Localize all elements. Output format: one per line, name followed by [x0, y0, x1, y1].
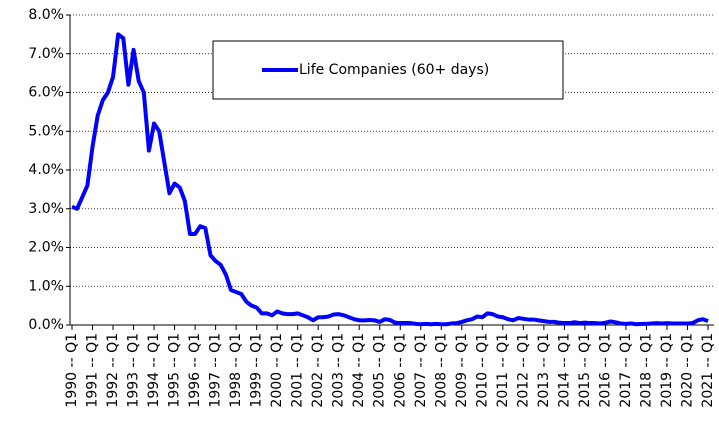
x-tick-label: 2000 -- Q1 [269, 333, 285, 408]
data-line [71, 32, 709, 327]
x-tick-label: 2011 -- Q1 [495, 333, 511, 408]
x-tick-label: 2002 -- Q1 [310, 333, 326, 408]
x-tick-label: 1995 -- Q1 [167, 333, 183, 408]
x-tick-label: 2020 -- Q1 [679, 333, 695, 408]
y-tick-label: 4.0% [28, 162, 64, 178]
x-tick-label: 1991 -- Q1 [85, 333, 101, 408]
x-tick-label: 2017 -- Q1 [618, 333, 634, 408]
x-tick-label: 2019 -- Q1 [659, 333, 675, 408]
y-tick-label: 6.0% [28, 85, 64, 101]
x-tick-label: 2012 -- Q1 [515, 333, 531, 408]
y-tick-label: 7.0% [28, 46, 64, 62]
x-tick-label: 1996 -- Q1 [187, 333, 203, 408]
y-tick-label: 0.0% [28, 317, 64, 333]
x-tick-label: 2001 -- Q1 [290, 333, 306, 408]
x-tick-label: 2014 -- Q1 [556, 333, 572, 408]
x-tick-label: 1998 -- Q1 [228, 333, 244, 408]
legend-label: Life Companies (60+ days) [299, 62, 489, 78]
x-tick-label: 1993 -- Q1 [126, 333, 142, 408]
x-tick-label: 2009 -- Q1 [454, 333, 470, 408]
x-tick-label: 2004 -- Q1 [351, 333, 367, 408]
x-tick-label: 2003 -- Q1 [331, 333, 347, 408]
y-tick-label: 5.0% [28, 123, 64, 139]
x-tick-label: 1999 -- Q1 [249, 333, 265, 408]
y-tick-label: 8.0% [28, 7, 64, 23]
x-tick-label: 2007 -- Q1 [413, 333, 429, 408]
x-tick-label: 2013 -- Q1 [536, 333, 552, 408]
x-tick-label: 2008 -- Q1 [433, 333, 449, 408]
x-tick-label: 2021 -- Q1 [700, 333, 716, 408]
x-tick-label: 1990 -- Q1 [64, 333, 80, 408]
x-tick-label: 2018 -- Q1 [638, 333, 654, 408]
x-tick-label: 1994 -- Q1 [146, 333, 162, 408]
x-tick-label: 2016 -- Q1 [597, 333, 613, 408]
x-tick-label: 2005 -- Q1 [372, 333, 388, 408]
x-tick-label: 1997 -- Q1 [208, 333, 224, 408]
y-tick-label: 1.0% [28, 278, 64, 294]
y-tick-label: 3.0% [28, 201, 64, 217]
x-tick-label: 1992 -- Q1 [105, 333, 121, 408]
y-tick-label: 2.0% [28, 240, 64, 256]
x-tick-label: 2010 -- Q1 [474, 333, 490, 408]
x-tick-label: 2015 -- Q1 [577, 333, 593, 408]
x-tick-label: 2006 -- Q1 [392, 333, 408, 408]
